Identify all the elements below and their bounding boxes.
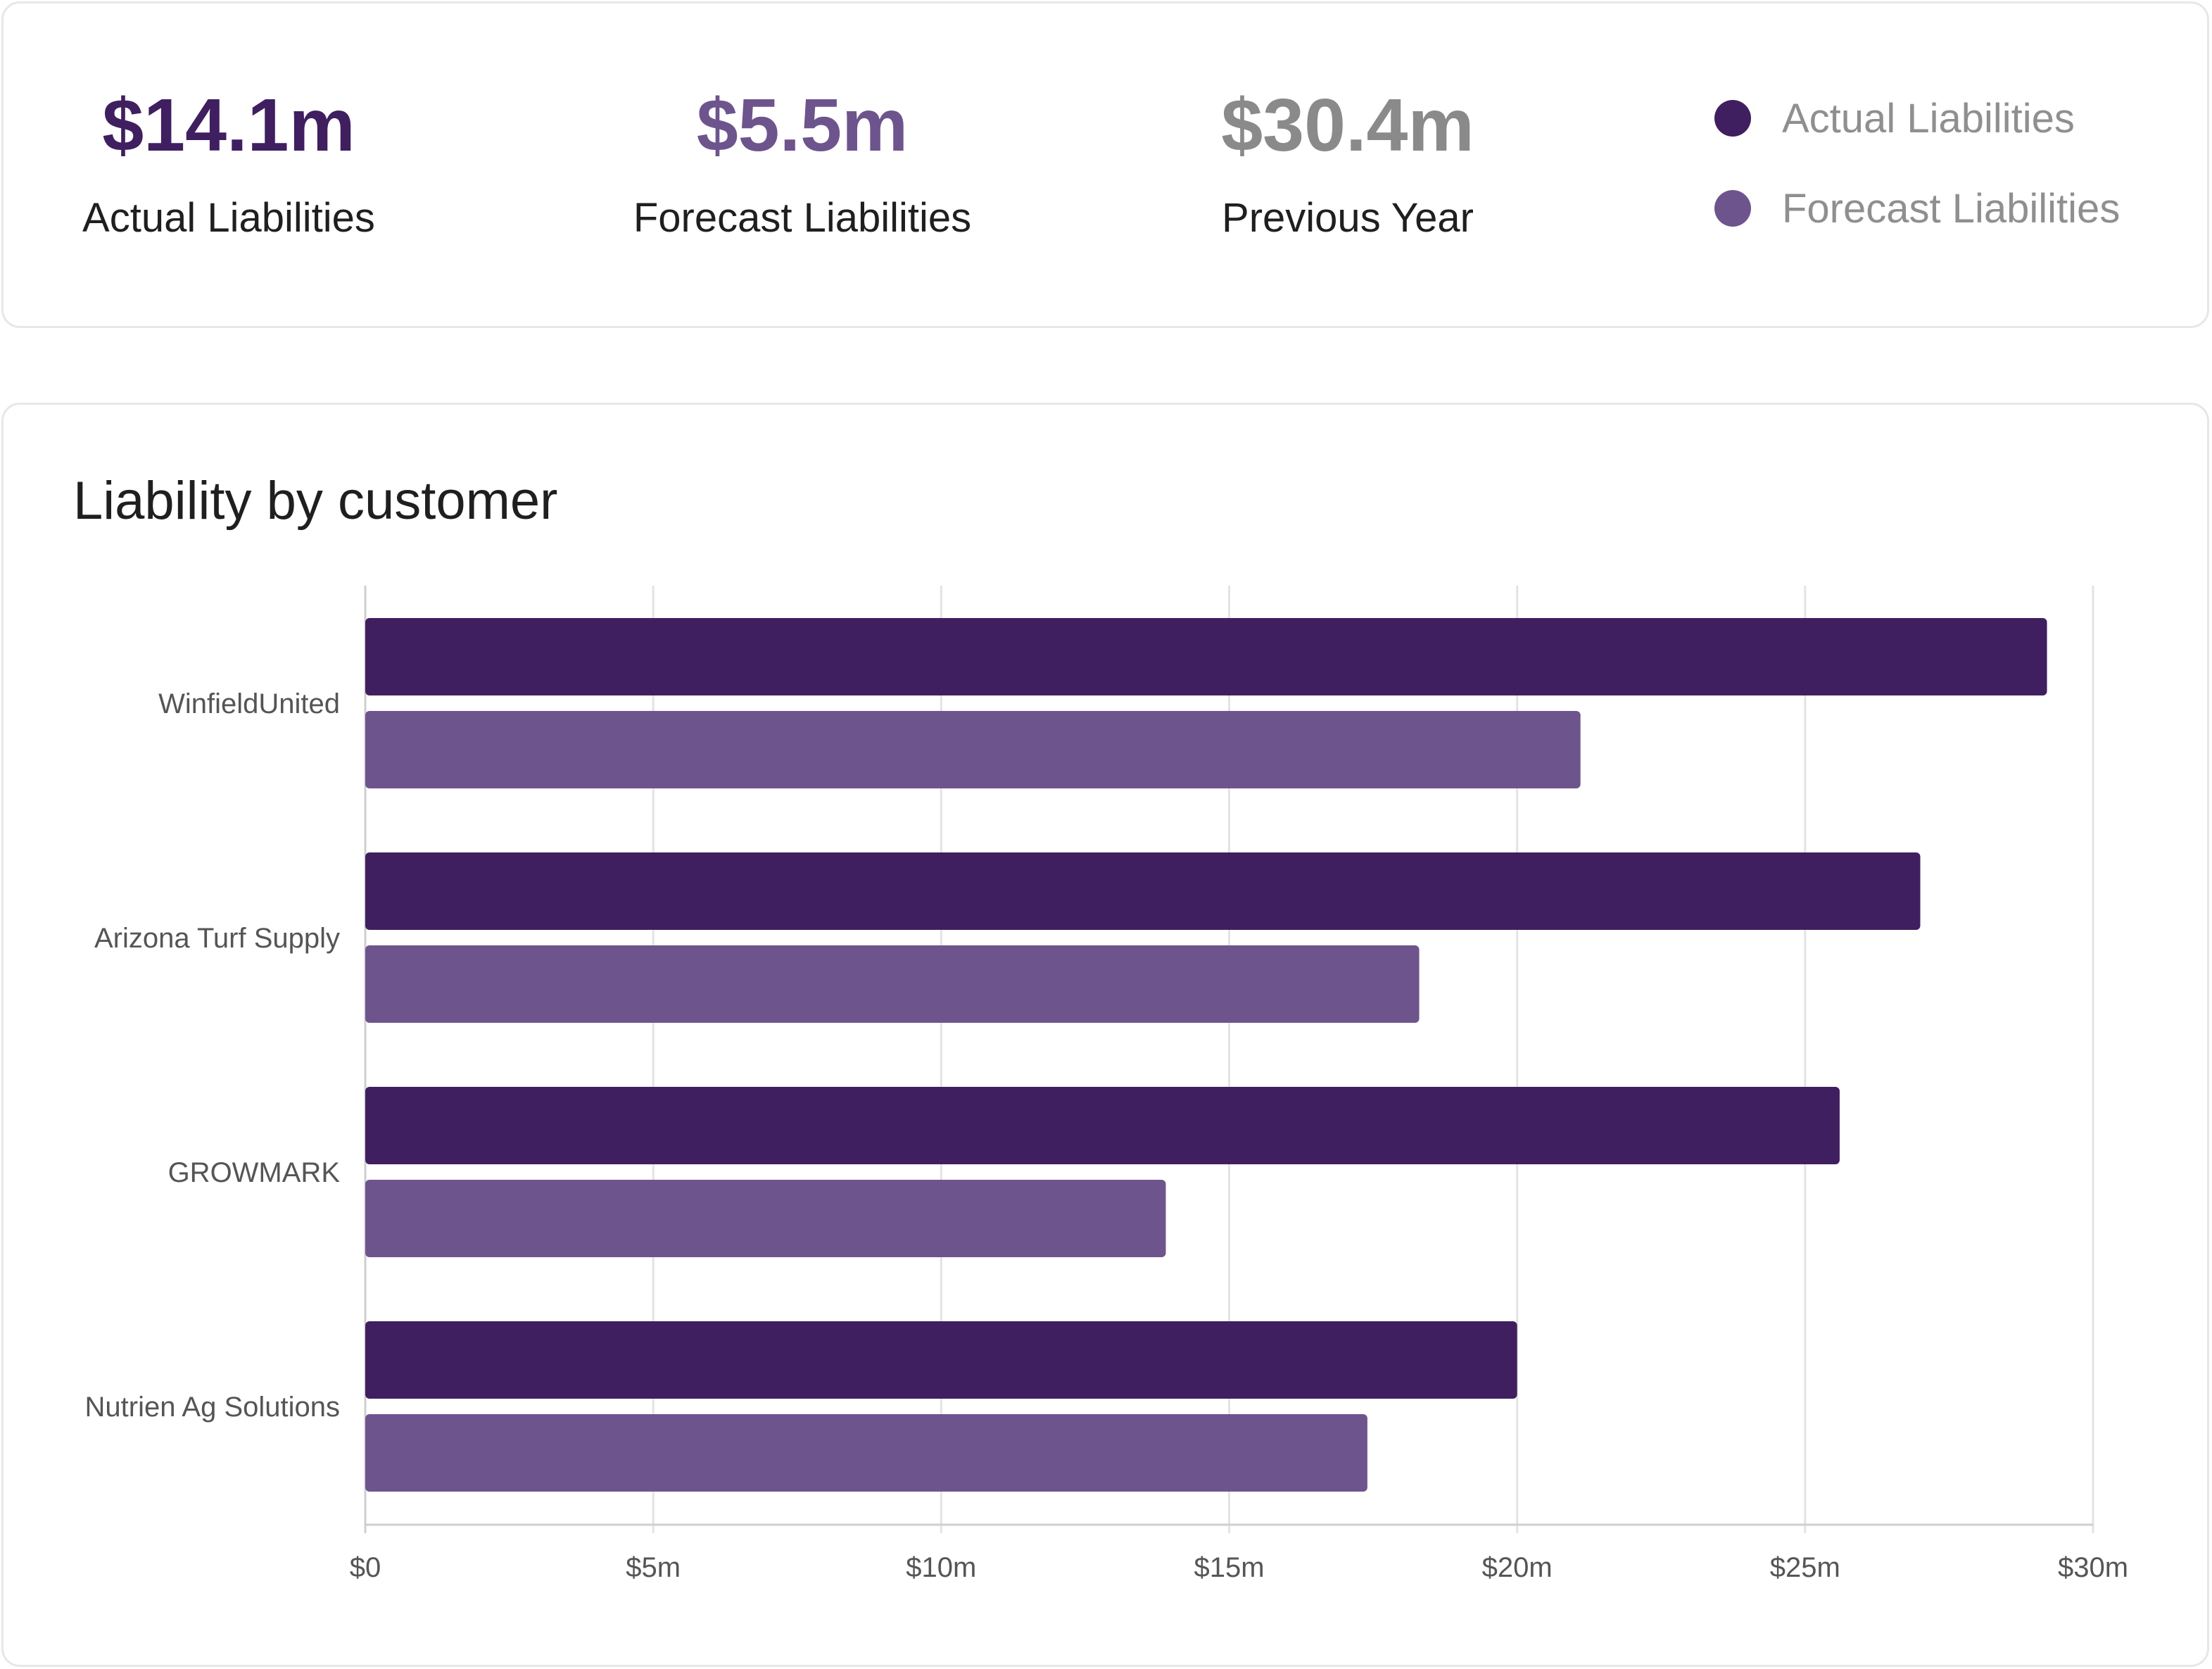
kpi-label: Actual Liabilities [82,195,375,241]
bar [365,852,1921,930]
category-label: WinfieldUnited [158,688,340,719]
x-tick-label: $30m [2058,1552,2128,1583]
bar [365,1321,1517,1399]
x-tick-label: $5m [626,1552,681,1583]
kpi-value: $5.5m [696,84,909,167]
legend-dot-icon [1714,100,1751,137]
bar [365,711,1581,788]
legend-dot-icon [1714,190,1751,227]
x-tick-label: $0 [350,1552,381,1583]
category-label: Nutrien Ag Solutions [85,1392,340,1423]
bar [365,1414,1367,1492]
bar [365,1180,1166,1257]
bar [365,945,1420,1023]
category-label: Arizona Turf Supply [94,923,340,954]
legend-label: Actual Liabilities [1782,95,2075,141]
x-tick-label: $25m [1770,1552,1840,1583]
legend-item-actual[interactable]: Actual Liabilities [1714,90,2075,146]
chart-title: Liability by customer [73,471,558,531]
category-label: GROWMARK [168,1157,341,1188]
x-tick-label: $20m [1482,1552,1553,1583]
x-tick-label: $15m [1194,1552,1264,1583]
legend-item-forecast[interactable]: Forecast Liabilities [1714,180,2120,237]
kpi-value: $14.1m [102,84,355,167]
kpi-label: Previous Year [1222,195,1474,241]
x-tick-label: $10m [906,1552,976,1583]
bar [365,1087,1840,1164]
summary-card [1,1,2209,328]
kpi-value: $30.4m [1221,84,1474,167]
kpi-label: Forecast Liabilities [633,195,972,241]
legend-label: Forecast Liabilities [1782,185,2121,232]
bar [365,618,2047,695]
